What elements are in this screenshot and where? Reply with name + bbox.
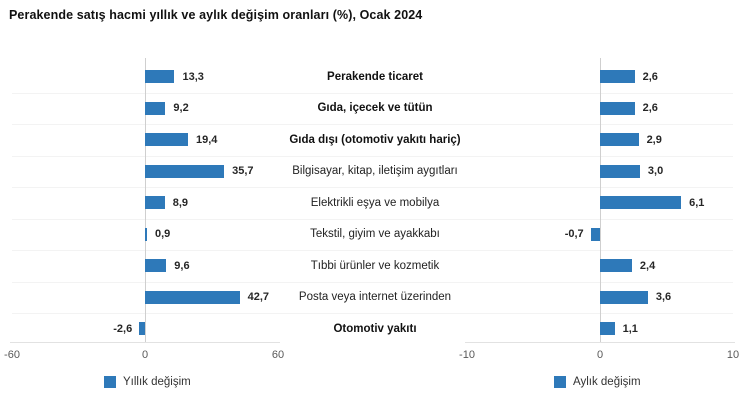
bar-monthly — [600, 322, 615, 336]
row-gridline — [12, 218, 733, 220]
legend-label-monthly: Aylık değişim — [573, 376, 641, 388]
bar-annual — [139, 322, 145, 336]
value-label-monthly: 3,0 — [647, 165, 664, 178]
value-label-annual: 19,4 — [196, 133, 218, 146]
x-axis-tick-annual: 60 — [271, 349, 285, 361]
category-label: Perakende ticaret — [327, 70, 423, 83]
value-label-annual: 9,2 — [173, 102, 189, 115]
bar-monthly — [600, 259, 632, 273]
value-label-annual: 9,6 — [174, 259, 190, 272]
bar-annual — [145, 101, 166, 115]
value-label-annual: 8,9 — [172, 196, 189, 209]
category-label: Elektrikli eşya ve mobilya — [310, 196, 440, 209]
bar-annual — [145, 227, 147, 241]
value-label-monthly: 3,6 — [655, 291, 672, 304]
legend-annual: Yıllık değişim — [104, 376, 191, 388]
legend-monthly: Aylık değişim — [554, 376, 641, 388]
x-axis-line-annual — [10, 342, 280, 343]
bar-monthly — [600, 196, 682, 210]
bar-annual — [145, 133, 188, 147]
category-label: Tekstil, giyim ve ayakkabı — [310, 228, 440, 241]
category-label: Bilgisayar, kitap, iletişim aygıtları — [292, 165, 458, 178]
legend-label-annual: Yıllık değişim — [123, 376, 191, 388]
value-label-annual: 13,3 — [182, 70, 204, 83]
row-gridline — [12, 313, 733, 314]
row-gridline — [12, 124, 733, 125]
x-axis-tick-annual: 0 — [141, 349, 149, 361]
value-label-monthly: 2,6 — [642, 102, 658, 115]
x-axis-tick-annual: -60 — [4, 349, 20, 361]
value-label-annual: -2,6 — [113, 322, 133, 335]
bar-monthly — [590, 227, 600, 241]
x-axis-tick-monthly: -10 — [459, 349, 475, 361]
value-label-monthly: 1,1 — [622, 322, 638, 335]
row-gridline — [12, 187, 733, 188]
legend-swatch-annual-icon — [104, 376, 116, 388]
value-label-monthly: -0,7 — [564, 228, 584, 241]
bar-annual — [145, 290, 240, 304]
category-label: Posta veya internet üzerinden — [298, 291, 452, 304]
bar-annual — [145, 196, 165, 210]
bar-monthly — [600, 290, 648, 304]
row-gridline — [12, 92, 733, 94]
bar-monthly — [600, 164, 640, 178]
value-label-monthly: 2,6 — [642, 70, 658, 83]
row-gridline — [12, 250, 733, 251]
value-label-annual: 0,9 — [154, 228, 171, 241]
category-label: Otomotiv yakıtı — [333, 322, 417, 335]
value-label-monthly: 2,4 — [639, 259, 656, 272]
bar-monthly — [600, 133, 639, 147]
x-axis-tick-monthly: 0 — [596, 349, 604, 361]
bar-annual — [145, 70, 175, 84]
value-label-annual: 35,7 — [232, 165, 254, 178]
value-label-monthly: 6,1 — [689, 196, 705, 209]
value-label-annual: 42,7 — [247, 291, 270, 304]
row-gridline — [12, 155, 733, 157]
category-label: Tıbbi ürünler ve kozmetik — [310, 259, 440, 272]
bar-annual — [145, 259, 167, 273]
category-label: Gıda, içecek ve tütün — [317, 102, 433, 115]
x-axis-tick-monthly: 10 — [726, 349, 740, 361]
value-label-monthly: 2,9 — [646, 133, 662, 146]
row-gridline — [12, 281, 733, 283]
chart-title: Perakende satış hacmi yıllık ve aylık de… — [9, 8, 423, 22]
bar-monthly — [600, 70, 635, 84]
bar-monthly — [600, 101, 635, 115]
bar-annual — [145, 164, 225, 178]
category-label: Gıda dışı (otomotiv yakıtı hariç) — [289, 133, 461, 146]
legend-swatch-monthly-icon — [554, 376, 566, 388]
x-axis-line-monthly — [465, 342, 735, 343]
